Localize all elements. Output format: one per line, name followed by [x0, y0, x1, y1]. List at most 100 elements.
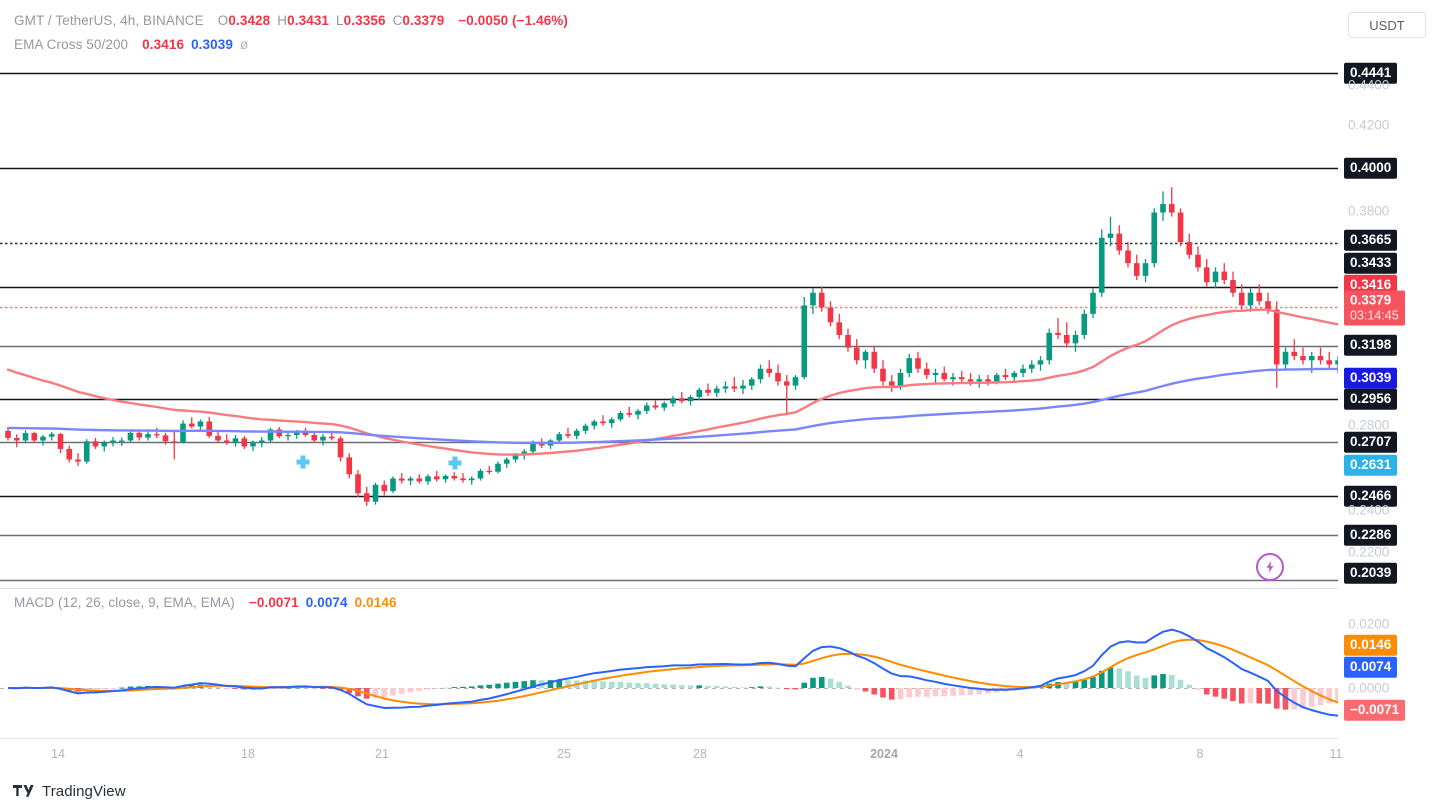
ema-slow-line[interactable]: [6, 337, 1338, 445]
candle-body: [783, 381, 790, 386]
price-axis-label[interactable]: 0.4000: [1344, 157, 1398, 179]
candle-body: [1098, 237, 1105, 293]
candle-body: [1221, 271, 1228, 281]
candle-body: [75, 459, 81, 462]
current-price-tag[interactable]: 0.3379 03:14:45: [1344, 290, 1405, 326]
candle-body: [285, 434, 291, 437]
price-axis-label[interactable]: 0.2466: [1344, 485, 1398, 507]
macd-histogram-bar: [897, 688, 904, 700]
macd-histogram-bar: [1326, 688, 1333, 704]
time-axis-label[interactable]: 8: [1196, 747, 1204, 761]
macd-histogram[interactable]: [22, 634, 1338, 711]
macd-histogram-bar: [670, 684, 676, 688]
price-axis-label[interactable]: 0.3800: [1344, 202, 1393, 220]
ema-cross-marker[interactable]: [448, 456, 462, 470]
price-scale[interactable]: 0.4441 0.4400 0.4200 0.4000 0.3800 0.3665 0.34…: [1338, 0, 1435, 738]
candle-body: [425, 476, 431, 482]
candle-body: [1133, 263, 1140, 276]
time-axis-label[interactable]: 2024: [870, 747, 898, 761]
chart-legend-ema[interactable]: EMA Cross 50/200 0.3416 0.3039 ø: [14, 37, 248, 52]
time-axis-label[interactable]: 14: [51, 747, 65, 761]
macd-histogram-bar: [1063, 682, 1070, 688]
ohlc-o-label: O: [217, 13, 229, 28]
price-axis-label[interactable]: 0.2631: [1344, 454, 1398, 476]
candle-body: [407, 478, 414, 481]
macd-histogram-bar: [783, 688, 790, 690]
price-chart-pane[interactable]: [0, 57, 1338, 587]
macd-axis-label[interactable]: −0.0071: [1344, 699, 1406, 721]
price-axis-label[interactable]: 0.4200: [1344, 116, 1393, 134]
time-axis-label[interactable]: 21: [375, 747, 389, 761]
tradingview-logo[interactable]: TradingView: [13, 783, 126, 800]
price-axis-label[interactable]: 0.2707: [1344, 431, 1398, 453]
price-label-text: 0.2956: [1350, 390, 1392, 406]
candlestick-series[interactable]: [5, 65, 1338, 506]
macd-histogram-bar: [696, 685, 703, 688]
chart-legend-macd[interactable]: MACD (12, 26, close, 9, EMA, EMA) −0.0071…: [14, 595, 397, 610]
candle-body: [757, 368, 764, 380]
candle-body: [958, 377, 965, 380]
eye-icon[interactable]: ø: [239, 37, 249, 52]
candle-body: [713, 388, 720, 393]
candle-body: [1247, 292, 1254, 306]
macd-histogram-bar: [381, 688, 388, 698]
price-axis-label[interactable]: 0.3198: [1344, 334, 1398, 356]
price-axis-label[interactable]: 0.4400: [1344, 76, 1393, 94]
ema-indicator-title[interactable]: EMA Cross 50/200: [14, 37, 129, 52]
macd-histogram-bar: [1116, 668, 1123, 688]
chart-legend-main[interactable]: GMT / TetherUS, 4h, BINANCE O0.3428 H0.343…: [14, 13, 568, 28]
price-axis-label[interactable]: 0.3665: [1344, 229, 1398, 251]
macd-histogram-bar: [503, 682, 510, 688]
candle-body: [101, 442, 108, 447]
price-axis-label[interactable]: 0.2039: [1344, 562, 1398, 584]
macd-axis-label[interactable]: 0.0200: [1344, 615, 1393, 633]
ema-fast-line[interactable]: [6, 275, 1338, 456]
time-scale[interactable]: 14 18 21 25 28 2024 4 8 11: [0, 739, 1342, 771]
symbol-title[interactable]: GMT / TetherUS, 4h, BINANCE: [14, 13, 204, 28]
time-axis-label[interactable]: 25: [557, 747, 571, 761]
currency-badge[interactable]: USDT: [1348, 12, 1426, 38]
time-axis-label[interactable]: 18: [241, 747, 255, 761]
price-axis-label[interactable]: 0.2400: [1344, 501, 1393, 519]
macd-indicator-title[interactable]: MACD (12, 26, close, 9, EMA, EMA): [14, 595, 235, 610]
price-axis-label[interactable]: 0.2956: [1344, 388, 1398, 410]
macd-histogram-bar: [556, 679, 563, 688]
candle-body: [670, 398, 676, 404]
macd-chart-canvas[interactable]: [0, 590, 1338, 737]
macd-histogram-bar: [976, 688, 983, 695]
ema-cross-marker[interactable]: [296, 455, 310, 469]
price-axis-label[interactable]: 0.2286: [1344, 524, 1398, 546]
price-axis-label[interactable]: 0.3433: [1344, 252, 1398, 274]
lightning-bolt-icon[interactable]: [1256, 553, 1284, 581]
macd-histogram-bar: [451, 687, 458, 688]
candle-body: [381, 484, 388, 492]
macd-main-line[interactable]: [7, 599, 1338, 721]
candle-body: [967, 379, 974, 382]
candle-body: [888, 381, 895, 386]
price-axis-label[interactable]: 0.4441: [1344, 62, 1398, 84]
price-axis-label[interactable]: 0.3416: [1344, 274, 1398, 296]
time-axis-label[interactable]: 28: [693, 747, 707, 761]
candle-body: [1037, 360, 1044, 365]
time-axis-label[interactable]: 4: [1016, 747, 1024, 761]
macd-axis-label[interactable]: 0.0074: [1344, 656, 1398, 678]
candle-body: [468, 478, 475, 481]
candle-body: [1142, 263, 1149, 276]
candle-body: [110, 440, 116, 443]
pane-divider-price-macd: [0, 588, 1338, 589]
macd-histogram-bar: [241, 688, 248, 690]
macd-axis-label[interactable]: 0.0000: [1344, 679, 1393, 697]
price-axis-label[interactable]: 0.2200: [1344, 543, 1393, 561]
macd-histogram-bar: [136, 686, 143, 688]
price-label-text: −0.0071: [1350, 701, 1400, 717]
macd-histogram-bar: [1072, 681, 1079, 688]
candle-body: [1317, 356, 1324, 361]
price-axis-label[interactable]: 0.2800: [1344, 416, 1393, 434]
price-chart-canvas[interactable]: [0, 57, 1338, 587]
price-axis-label[interactable]: 0.3039: [1344, 367, 1398, 389]
macd-axis-label[interactable]: 0.0146: [1344, 634, 1398, 656]
macd-indicator-pane[interactable]: [0, 590, 1338, 737]
candle-body: [5, 430, 11, 438]
time-axis-label[interactable]: 11: [1329, 747, 1343, 761]
candle-body: [1090, 292, 1096, 314]
